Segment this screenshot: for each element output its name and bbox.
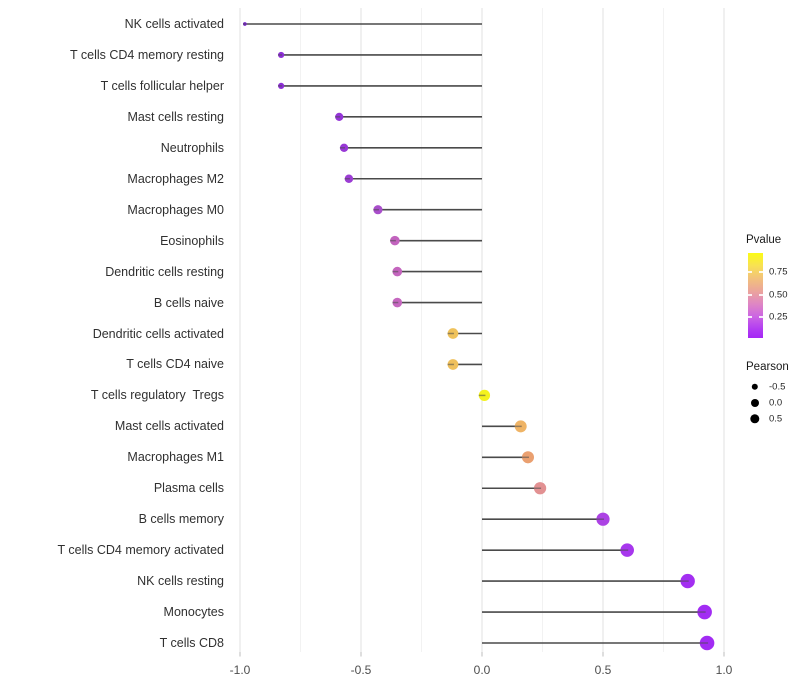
y-axis-label: Monocytes [163,605,224,620]
pvalue-legend-title: Pvalue [746,234,782,246]
y-axis-label: T cells CD8 [159,636,224,650]
y-axis-label: Mast cells activated [114,419,224,434]
y-axis-label: Mast cells resting [127,109,224,124]
y-axis-label: T cells follicular helper [100,78,224,93]
x-axis-tick-label: 0.0 [473,663,491,677]
y-axis-label: Dendritic cells resting [105,264,224,279]
y-axis-label: B cells naive [153,295,224,310]
pearson-size-dot [750,414,760,424]
colorbar-tick-mark [759,315,763,318]
pvalue-tick-label: 0.25 [769,311,788,322]
y-axis-label: Neutrophils [160,140,224,155]
pearson-size-dot [751,383,759,391]
x-axis-tick-label: -0.5 [350,663,372,677]
colorbar-tick-mark [759,293,763,296]
x-axis-tick-label: 0.5 [594,663,612,677]
colorbar-tick-mark [759,270,763,273]
pearson-size-dot [751,399,759,407]
y-axis-label: Macrophages M2 [127,171,224,186]
pvalue-tick-label: 0.50 [769,289,788,300]
pearson-size-label: -0.5 [769,381,786,393]
pearson-size-label: 0.0 [769,397,783,409]
y-axis-label: Eosinophils [160,233,224,248]
pearson-legend-title: Pearson [746,361,789,373]
x-axis-tick-label: -1.0 [229,663,251,677]
y-axis-label: Macrophages M0 [127,202,224,217]
pvalue-tick-label: 0.75 [769,266,788,277]
colorbar-tick-mark [748,270,752,273]
y-axis-label: Plasma cells [153,481,224,496]
y-axis-label: T cells CD4 memory activated [57,543,225,558]
y-axis-label: NK cells activated [124,17,224,31]
y-axis-label: T cells CD4 naive [126,357,224,372]
y-axis-label: T cells CD4 memory resting [70,47,224,62]
colorbar-tick-mark [748,293,752,296]
y-axis-label: B cells memory [138,512,224,527]
y-axis-label: NK cells resting [137,574,224,589]
pvalue-colorbar [748,253,763,338]
y-axis-label: Macrophages M1 [127,450,224,465]
y-axis-label: T cells regulatory Tregs [90,388,224,403]
y-axis-label: Dendritic cells activated [92,326,224,341]
x-axis-tick-label: 1.0 [715,663,733,677]
pearson-size-label: 0.5 [769,413,783,425]
colorbar-tick-mark [748,315,752,318]
